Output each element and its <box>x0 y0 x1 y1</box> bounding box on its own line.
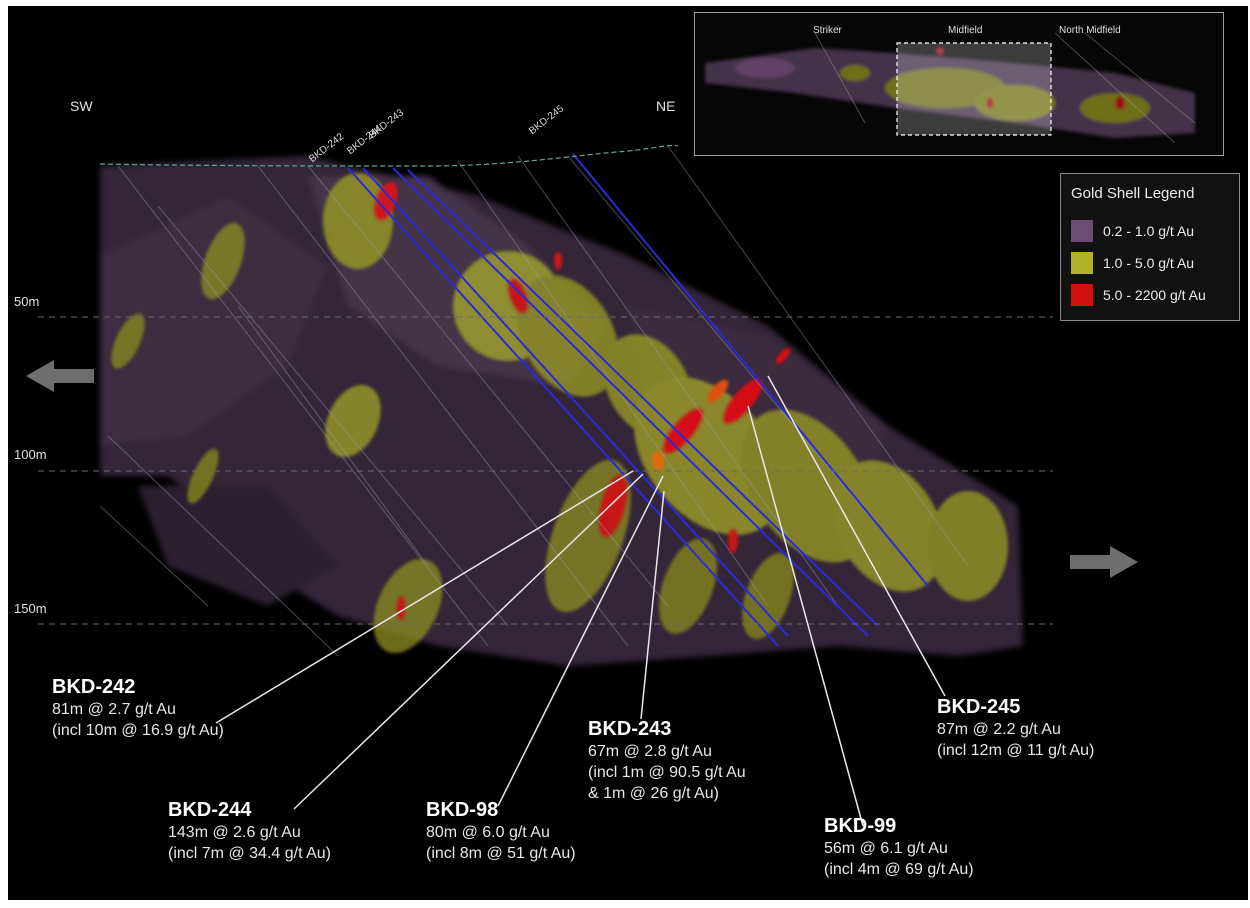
legend-item-mid: 1.0 - 5.0 g/t Au <box>1071 252 1236 276</box>
depth-gridlines <box>38 316 1053 625</box>
callout-bkd-99: BKD-99 56m @ 6.1 g/t Au (incl 4m @ 69 g/… <box>824 815 974 880</box>
sw-label: SW <box>70 98 93 114</box>
gold-shell-legend: Gold Shell Legend 0.2 - 1.0 g/t Au 1.0 -… <box>1060 173 1240 321</box>
hole-name: BKD-242 <box>52 676 136 698</box>
long-section-view: SW NE 50m 100m 150m BKD-242 BKD-244 BKD-… <box>8 6 1248 900</box>
ne-label: NE <box>656 98 676 114</box>
high-grade-shell <box>374 181 791 620</box>
callout-bkd-98: BKD-98 80m @ 6.0 g/t Au (incl 8m @ 51 g/… <box>426 799 576 864</box>
legend-label-mid: 1.0 - 5.0 g/t Au <box>1103 255 1195 271</box>
hole-name: BKD-244 <box>168 799 252 821</box>
inset-highlight-box <box>896 42 1052 136</box>
callout-bkd-244: BKD-244 143m @ 2.6 g/t Au (incl 7m @ 34.… <box>168 799 331 864</box>
drill-holes-blue <box>347 153 929 647</box>
hole-intercept: 81m @ 2.7 g/t Au <box>52 701 176 718</box>
callout-leaders <box>215 375 946 827</box>
section-graphic <box>26 144 1138 827</box>
callout-bkd-245: BKD-245 87m @ 2.2 g/t Au (incl 12m @ 11 … <box>937 696 1094 761</box>
legend-title: Gold Shell Legend <box>1071 185 1195 202</box>
hole-intercept-incl: (incl 7m @ 34.4 g/t Au) <box>168 845 331 862</box>
inset-overview-map: Striker Midfield North Midfield <box>694 12 1224 156</box>
surface-line <box>99 144 679 167</box>
hole-intercept-incl: (incl 12m @ 11 g/t Au) <box>937 742 1095 759</box>
hole-intercept: 87m @ 2.2 g/t Au <box>937 721 1061 738</box>
hole-name: BKD-99 <box>824 815 897 837</box>
depth-label-50m: 50m <box>14 294 40 309</box>
hole-intercept: 80m @ 6.0 g/t Au <box>426 824 550 841</box>
hole-intercept: 67m @ 2.8 g/t Au <box>588 743 712 760</box>
inset-graphic <box>705 32 1196 144</box>
hole-intercept-incl: (incl 8m @ 51 g/t Au) <box>426 845 576 862</box>
hole-intercept-incl: (incl 1m @ 90.5 g/t Au <box>588 764 746 781</box>
hole-name: BKD-245 <box>937 696 1021 718</box>
inset-label-midfield: Midfield <box>948 25 983 36</box>
hole-name: BKD-98 <box>426 799 499 821</box>
hole-name: BKD-243 <box>588 718 672 740</box>
inset-label-north-midfield: North Midfield <box>1059 25 1121 36</box>
ne-arrow <box>1070 546 1138 578</box>
depth-label-100m: 100m <box>14 447 47 462</box>
legend-swatch-low <box>1071 220 1093 242</box>
sw-arrow <box>26 360 94 392</box>
inset-label-striker: Striker <box>813 25 842 36</box>
hole-intercept-incl: (incl 4m @ 69 g/t Au) <box>824 861 974 878</box>
legend-swatch-high <box>1071 284 1093 306</box>
legend-item-low: 0.2 - 1.0 g/t Au <box>1071 220 1236 244</box>
hole-intercept-incl-2: & 1m @ 26 g/t Au) <box>588 785 719 802</box>
hole-intercept: 143m @ 2.6 g/t Au <box>168 824 301 841</box>
mid-grade-shell <box>111 173 1008 654</box>
hole-intercept-incl: (incl 10m @ 16.9 g/t Au) <box>52 722 224 739</box>
hole-intercept: 56m @ 6.1 g/t Au <box>824 840 948 857</box>
legend-swatch-mid <box>1071 252 1093 274</box>
callout-bkd-242: BKD-242 81m @ 2.7 g/t Au (incl 10m @ 16.… <box>52 676 224 741</box>
depth-label-150m: 150m <box>14 601 47 616</box>
legend-label-low: 0.2 - 1.0 g/t Au <box>1103 223 1195 239</box>
callout-bkd-243: BKD-243 67m @ 2.8 g/t Au (incl 1m @ 90.5… <box>588 718 746 804</box>
legend-item-high: 5.0 - 2200 g/t Au <box>1071 284 1236 308</box>
legend-label-high: 5.0 - 2200 g/t Au <box>1103 287 1206 303</box>
